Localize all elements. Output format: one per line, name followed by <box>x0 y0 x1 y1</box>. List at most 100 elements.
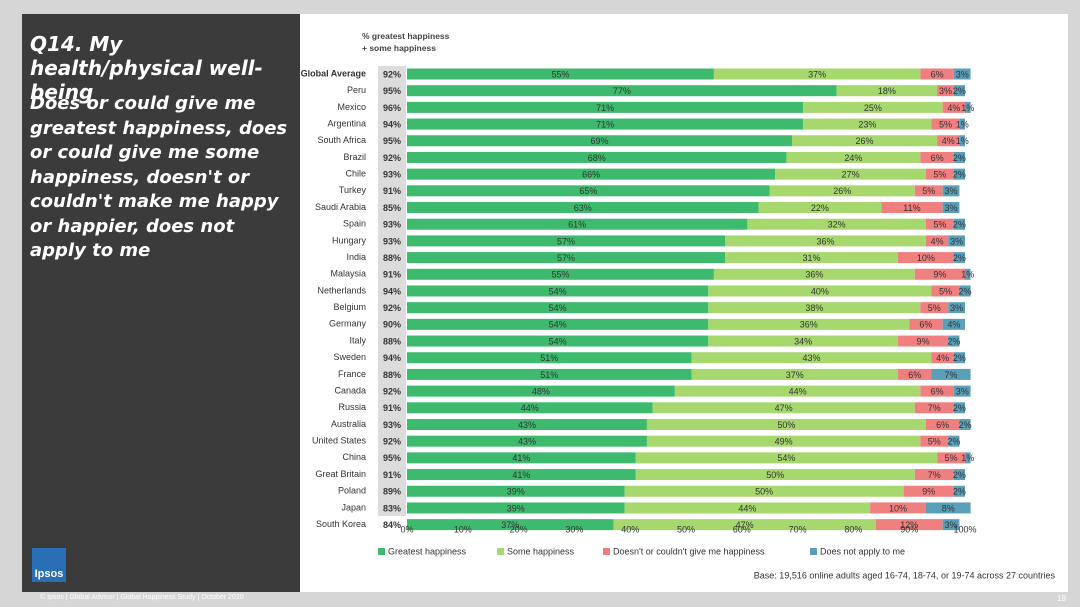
value-label: 54% <box>549 286 567 296</box>
x-tick-label: 100% <box>953 524 976 534</box>
value-label: 2% <box>947 437 960 447</box>
bar-segment <box>931 368 971 380</box>
value-label: 50% <box>766 470 784 480</box>
bar-segment <box>407 135 793 147</box>
value-label: 43% <box>518 420 536 430</box>
value-label: 27% <box>842 170 860 180</box>
bar-segment <box>942 519 960 531</box>
value-label: 6% <box>931 69 944 79</box>
value-label: 2% <box>953 253 966 263</box>
bar-segment <box>870 502 926 514</box>
bar-segment <box>725 235 926 247</box>
bar-segment <box>925 218 954 230</box>
value-label: 57% <box>557 236 575 246</box>
value-label: 3% <box>939 86 952 96</box>
value-label: 2% <box>953 220 966 230</box>
net-label: 92% <box>383 386 401 396</box>
value-label: 24% <box>844 153 862 163</box>
bar-segment <box>948 235 965 247</box>
net-label: 84% <box>383 520 401 530</box>
value-label: 37% <box>808 69 826 79</box>
value-label: 4% <box>947 320 960 330</box>
value-label: 63% <box>574 203 592 213</box>
category-label: Peru <box>347 85 366 95</box>
legend-label: Some happiness <box>507 546 575 556</box>
category-label: Turkey <box>339 185 367 195</box>
x-tick-label: 40% <box>621 524 639 534</box>
bar-segment <box>914 268 965 280</box>
value-label: 55% <box>551 69 569 79</box>
value-label: 12% <box>900 520 918 530</box>
value-label: 41% <box>512 453 530 463</box>
x-tick-label: 50% <box>677 524 695 534</box>
value-label: 36% <box>816 236 834 246</box>
page-number: 19 <box>1057 594 1066 603</box>
net-label: 95% <box>383 453 401 463</box>
bar-segment <box>953 85 965 97</box>
value-label: 5% <box>928 303 941 313</box>
bar-segment <box>407 101 804 113</box>
bar-segment <box>708 285 932 297</box>
bar-segment <box>925 168 954 180</box>
net-label: 93% <box>383 236 401 246</box>
bar-segment <box>613 519 876 531</box>
bar-segment <box>792 135 938 147</box>
value-label: 4% <box>942 136 955 146</box>
bar-segment <box>948 335 960 347</box>
bar-segment <box>758 202 882 214</box>
bar-segment <box>407 68 714 80</box>
bar-segment <box>407 235 726 247</box>
category-label: France <box>338 369 366 379</box>
value-label: 39% <box>507 487 525 497</box>
value-label: 2% <box>953 353 966 363</box>
value-label: 22% <box>811 203 829 213</box>
legend-swatch <box>603 548 610 555</box>
value-label: 37% <box>501 520 519 530</box>
bar-segment <box>786 151 921 163</box>
value-label: 3% <box>945 520 958 530</box>
value-label: 5% <box>933 220 946 230</box>
bar-segment <box>953 469 965 481</box>
category-label: Japan <box>341 502 366 512</box>
bar-segment <box>407 285 709 297</box>
net-label: 92% <box>383 437 401 447</box>
net-label: 88% <box>383 336 401 346</box>
bar-segment <box>407 352 692 364</box>
net-label: 83% <box>383 503 401 513</box>
x-tick-label: 60% <box>733 524 751 534</box>
category-label: Italy <box>349 335 366 345</box>
net-label: 85% <box>383 203 401 213</box>
net-label: 91% <box>383 403 401 413</box>
bar-segment <box>708 318 910 330</box>
note: Base: 19,516 online adults aged 16-74, 1… <box>754 570 1056 580</box>
net-label: 93% <box>383 220 401 230</box>
bar-segment <box>959 418 971 430</box>
value-label: 1% <box>956 136 969 146</box>
category-label: Germany <box>329 319 367 329</box>
bar-segment <box>407 418 647 430</box>
value-label: 39% <box>507 503 525 513</box>
value-label: 1% <box>961 103 974 113</box>
net-label: 94% <box>383 119 401 129</box>
value-label: 41% <box>512 470 530 480</box>
net-column-bg <box>378 66 406 516</box>
value-label: 2% <box>953 170 966 180</box>
bar-segment <box>725 252 899 264</box>
net-label: 93% <box>383 170 401 180</box>
value-label: 6% <box>908 370 921 380</box>
bar-segment <box>691 352 932 364</box>
bar-segment <box>747 218 926 230</box>
value-label: 1% <box>956 119 969 129</box>
value-label: 4% <box>931 236 944 246</box>
value-label: 23% <box>858 119 876 129</box>
net-label: 91% <box>383 186 401 196</box>
bar-segment <box>691 368 899 380</box>
value-label: 8% <box>942 503 955 513</box>
value-label: 71% <box>596 119 614 129</box>
value-label: 50% <box>777 420 795 430</box>
bar-segment <box>965 101 971 113</box>
value-label: 49% <box>775 437 793 447</box>
bar-segment <box>942 318 965 330</box>
bar-segment <box>775 168 926 180</box>
bar-segment <box>407 185 770 197</box>
